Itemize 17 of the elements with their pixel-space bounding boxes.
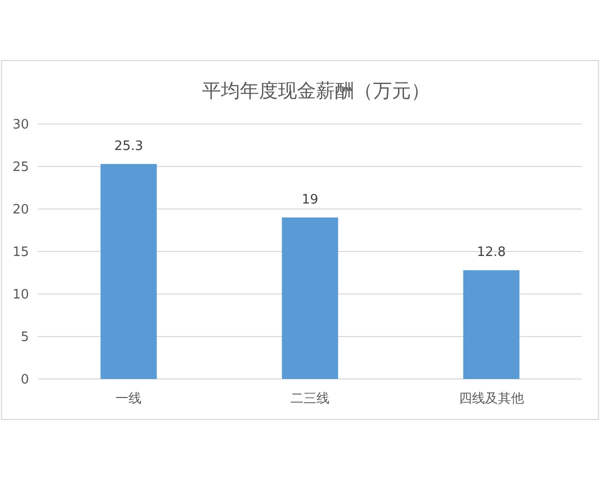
bar <box>282 218 338 379</box>
y-tick-label: 25 <box>12 160 29 176</box>
x-tick-label: 四线及其他 <box>458 392 524 407</box>
y-tick-label: 10 <box>12 288 29 303</box>
bar <box>463 270 520 379</box>
y-tick-label: 0 <box>20 372 29 388</box>
x-tick-label: 一线 <box>116 392 142 407</box>
y-tick-label: 5 <box>20 330 29 346</box>
y-tick-label: 15 <box>12 245 29 260</box>
chart-title: 平均年度现金薪酬（万元） <box>202 80 430 102</box>
x-tick-label: 二三线 <box>290 392 330 407</box>
data-label: 19 <box>302 192 318 208</box>
data-label: 25.3 <box>114 138 144 154</box>
y-tick-label: 20 <box>12 202 29 218</box>
bar <box>100 164 157 379</box>
data-label: 12.8 <box>476 245 506 260</box>
y-tick-label: 30 <box>12 118 29 133</box>
